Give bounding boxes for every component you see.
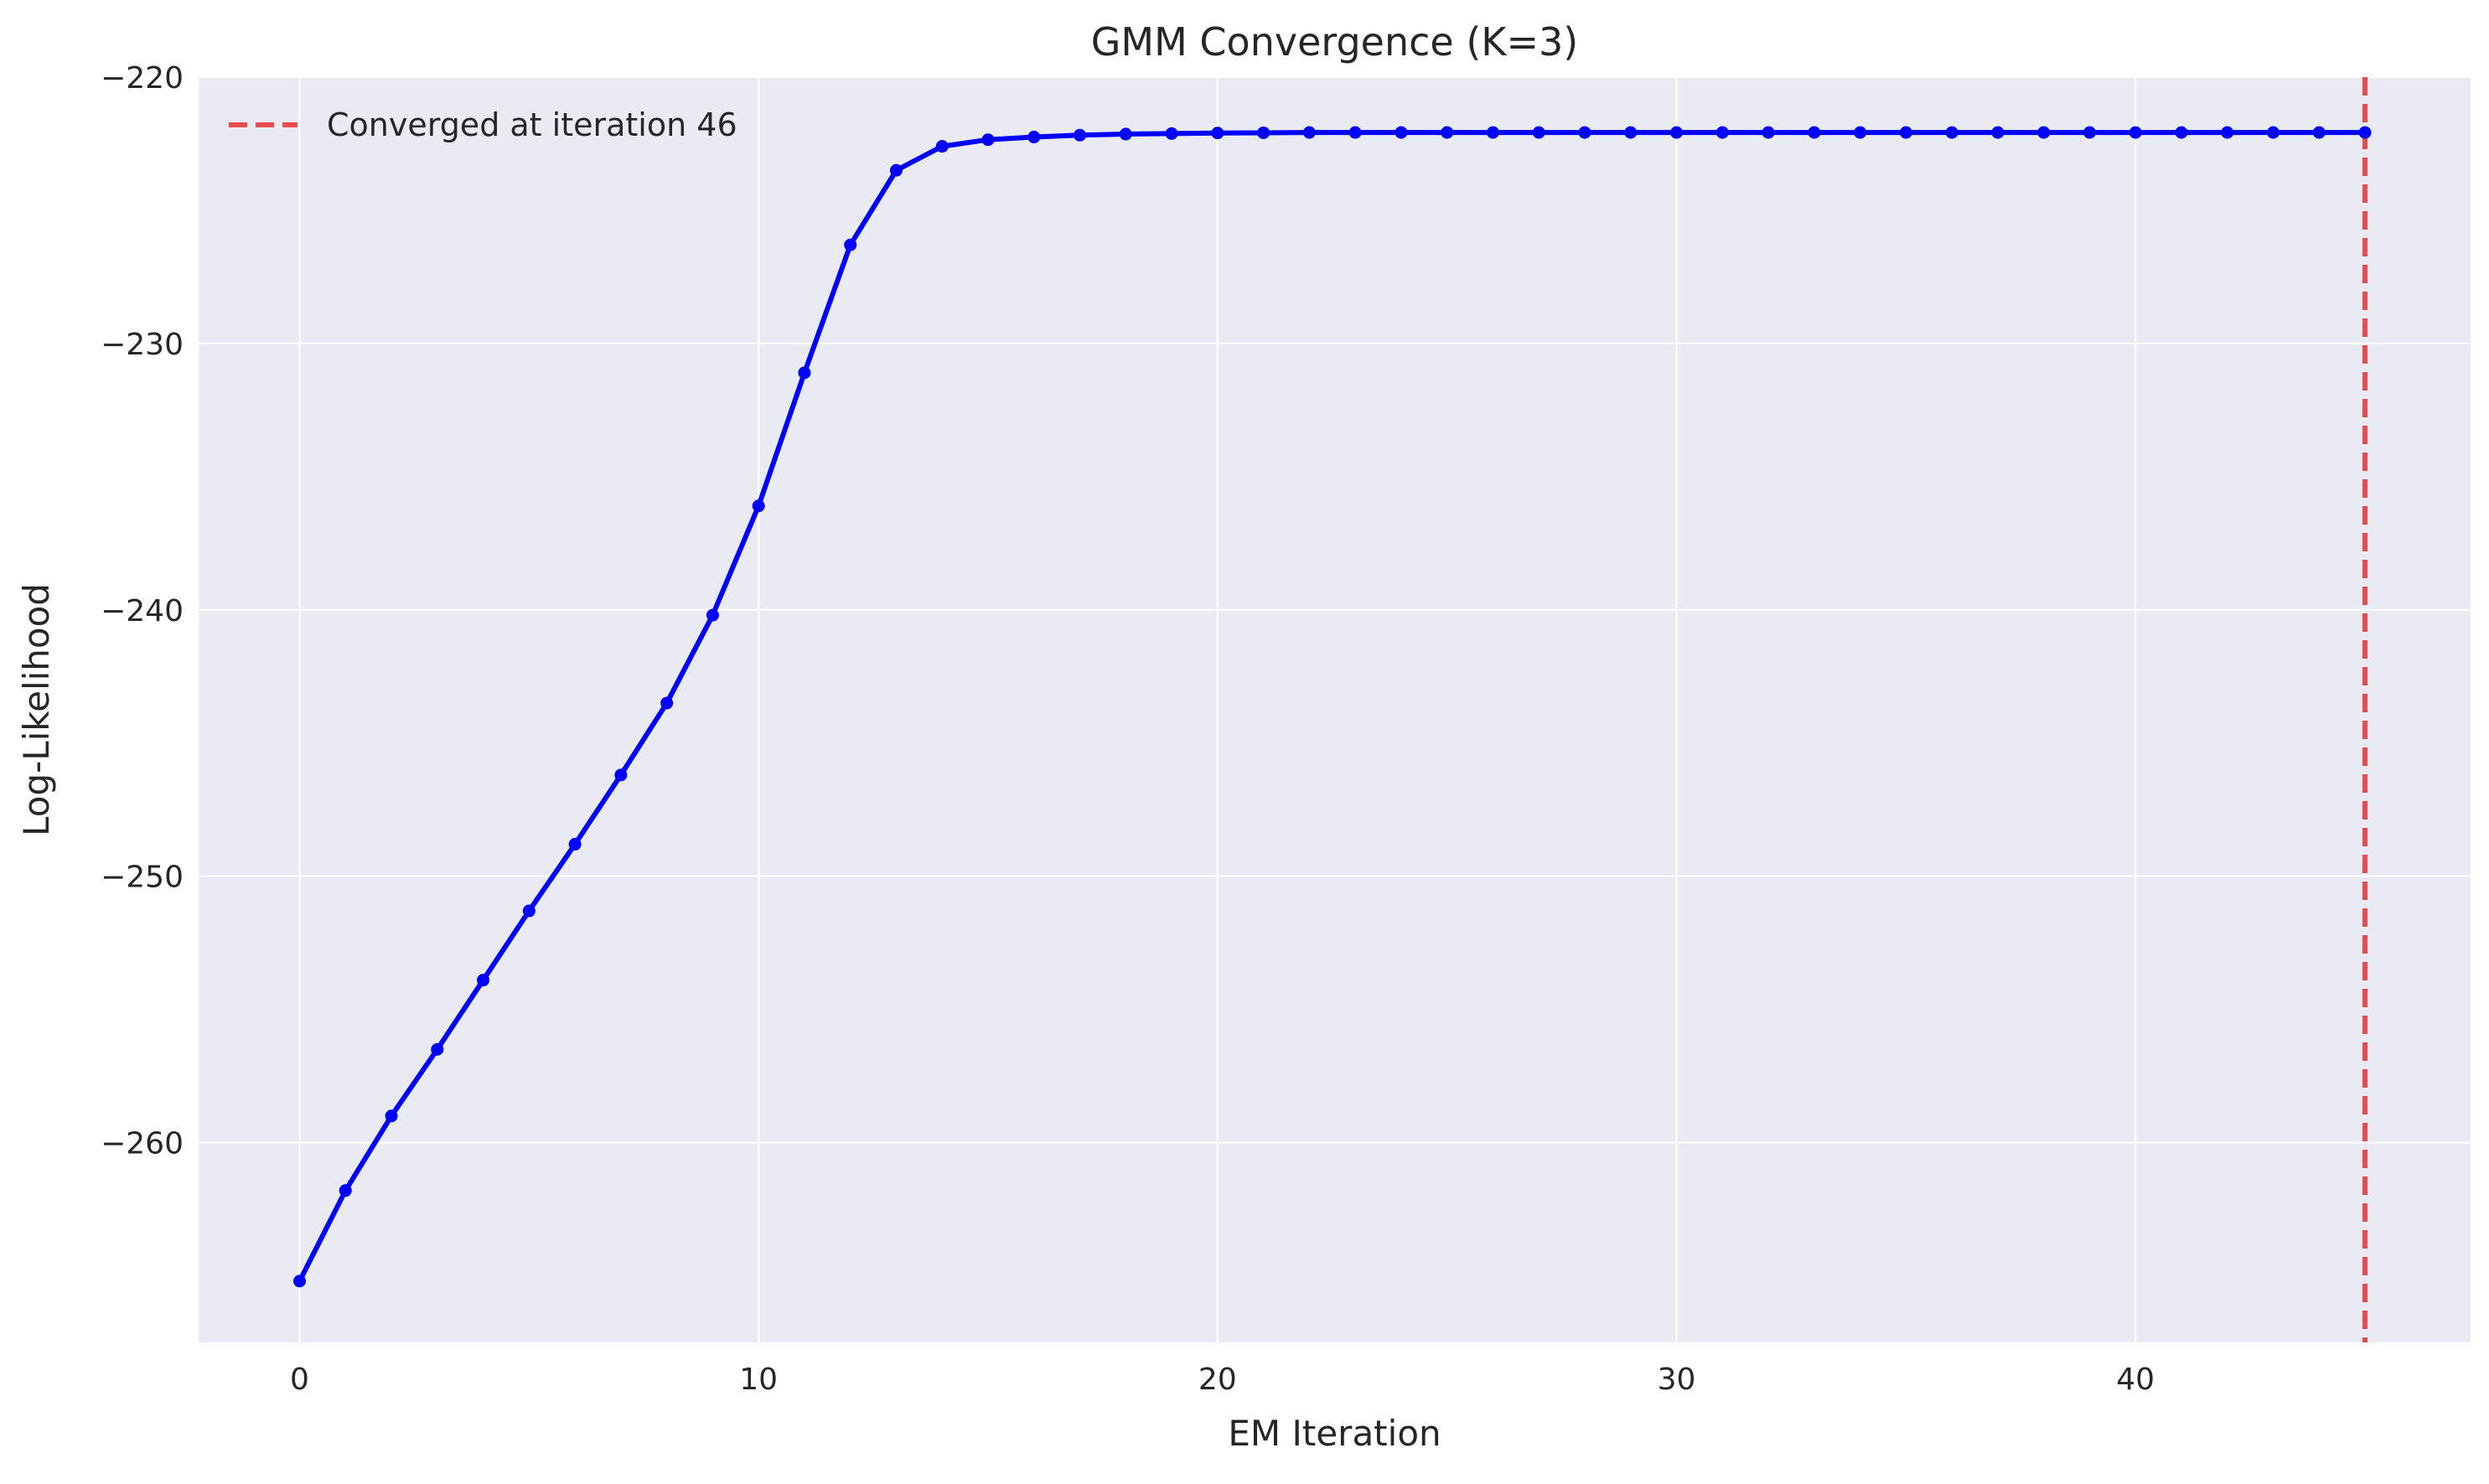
data-point: [1211, 127, 1224, 140]
data-point: [844, 238, 857, 251]
data-point: [522, 904, 536, 918]
data-point: [568, 838, 582, 851]
series-line: [297, 130, 2368, 1284]
data-point: [1624, 126, 1638, 139]
grid-lines: [199, 76, 2471, 1342]
data-point: [1165, 127, 1178, 140]
data-point: [1670, 126, 1684, 139]
data-point: [1991, 126, 2005, 139]
data-point: [2221, 126, 2234, 139]
data-point: [1395, 126, 1408, 139]
data-point: [292, 1275, 306, 1288]
data-point: [339, 1184, 352, 1197]
x-tick-label: 20: [1198, 1362, 1237, 1397]
data-point: [1302, 126, 1316, 139]
data-point: [889, 163, 903, 177]
data-point: [706, 608, 719, 622]
plot-area: [199, 77, 2471, 1342]
y-tick-label: −230: [101, 328, 184, 362]
data-point: [1854, 126, 1867, 139]
x-tick-label: 10: [739, 1362, 778, 1397]
data-point: [477, 974, 490, 987]
y-axis-label: Log-Likelihood: [16, 583, 57, 836]
data-point: [1578, 126, 1591, 139]
data-point: [2175, 126, 2188, 139]
y-tick-label: −240: [101, 594, 184, 628]
data-point: [2312, 126, 2326, 139]
data-point: [1808, 126, 1821, 139]
data-point: [1945, 126, 1959, 139]
y-tick-label: −250: [101, 861, 184, 895]
data-point: [2037, 126, 2051, 139]
data-point: [981, 133, 995, 147]
data-point: [1257, 126, 1270, 139]
data-point: [1899, 126, 1912, 139]
x-tick-label: 40: [2116, 1362, 2155, 1397]
data-point: [385, 1109, 398, 1123]
data-point: [2083, 126, 2096, 139]
x-axis-label: EM Iteration: [1228, 1413, 1441, 1454]
data-point: [2129, 126, 2142, 139]
data-point: [1441, 126, 1454, 139]
data-point: [798, 366, 811, 380]
tick-labels: 0 10 20 30 40 −260 −250 −240 −230 −220: [101, 61, 2155, 1397]
data-point: [660, 696, 674, 710]
data-point: [1119, 127, 1132, 141]
data-point: [2266, 126, 2279, 139]
chart-title: GMM Convergence (K=3): [1091, 19, 1578, 65]
data-point: [1074, 128, 1087, 142]
data-point: [1715, 126, 1729, 139]
data-point: [1532, 126, 1545, 139]
data-point: [614, 768, 628, 782]
data-point: [1486, 126, 1499, 139]
x-tick-label: 30: [1658, 1362, 1696, 1397]
y-tick-label: −220: [101, 61, 184, 96]
legend: Converged at iteration 46: [229, 106, 737, 143]
x-tick-label: 0: [290, 1362, 309, 1397]
legend-label: Converged at iteration 46: [327, 106, 737, 143]
data-point: [431, 1042, 444, 1056]
data-point: [752, 499, 765, 513]
data-point: [1762, 126, 1775, 139]
series-layer: [292, 126, 2372, 1288]
data-point: [2358, 126, 2372, 139]
data-point: [935, 140, 949, 153]
y-tick-label: −260: [101, 1127, 184, 1161]
data-point: [1027, 131, 1041, 144]
data-point: [1348, 126, 1362, 139]
